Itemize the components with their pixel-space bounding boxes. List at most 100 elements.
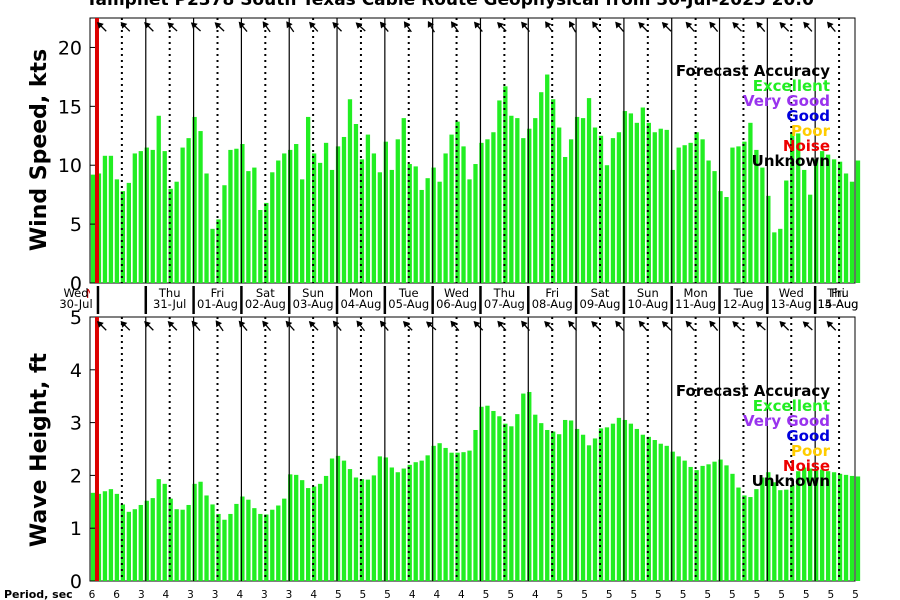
bar bbox=[616, 132, 622, 283]
direction-arrow-icon bbox=[309, 21, 319, 32]
bar bbox=[204, 495, 209, 581]
bar bbox=[108, 155, 114, 283]
bar bbox=[479, 142, 484, 283]
bar bbox=[455, 121, 460, 283]
direction-arrow-icon bbox=[120, 321, 131, 331]
bar bbox=[808, 468, 813, 581]
bar bbox=[628, 113, 634, 284]
date-label: 09-Aug bbox=[580, 297, 621, 311]
date-label: 12-Aug bbox=[723, 297, 764, 311]
bar bbox=[610, 138, 616, 283]
bar bbox=[825, 471, 831, 581]
bar bbox=[652, 132, 657, 283]
bar bbox=[479, 406, 484, 581]
bar bbox=[162, 151, 167, 283]
bar bbox=[461, 452, 466, 581]
y-tick-label: 0 bbox=[70, 571, 82, 593]
bar bbox=[712, 461, 717, 581]
period-value: 5 bbox=[384, 589, 391, 600]
bar bbox=[371, 475, 377, 581]
bar bbox=[831, 472, 837, 581]
bar bbox=[311, 153, 317, 283]
bar bbox=[819, 151, 825, 283]
bar bbox=[814, 469, 819, 581]
bar bbox=[413, 166, 418, 283]
direction-arrow-icon bbox=[426, 321, 437, 331]
period-value: 3 bbox=[187, 589, 194, 600]
direction-arrow-icon bbox=[732, 22, 743, 32]
date-label: 11-Aug bbox=[675, 297, 716, 311]
bar bbox=[114, 179, 120, 283]
bar bbox=[126, 182, 131, 283]
bar bbox=[228, 149, 233, 283]
bar bbox=[467, 450, 472, 581]
bar bbox=[562, 419, 568, 581]
period-value: 5 bbox=[581, 589, 588, 600]
wind-speed-panel: 0 5 10 15 20 Wind Speed, kts Forecast Accuracy… bbox=[27, 17, 861, 301]
bar bbox=[545, 74, 550, 283]
direction-arrow-icon bbox=[545, 21, 554, 33]
bar bbox=[730, 147, 735, 283]
bar bbox=[102, 491, 108, 581]
bar bbox=[437, 443, 442, 581]
bar bbox=[425, 455, 430, 581]
legend-item: Noise bbox=[783, 457, 830, 475]
bar bbox=[772, 232, 777, 283]
bar bbox=[688, 466, 693, 581]
bar bbox=[252, 508, 257, 581]
bar bbox=[90, 492, 96, 581]
bar bbox=[449, 134, 454, 283]
bar bbox=[377, 456, 383, 581]
day-of-week-label: Mon bbox=[684, 286, 708, 300]
direction-arrow-icon bbox=[497, 22, 507, 32]
period-value: 6 bbox=[89, 589, 96, 600]
direction-arrow-icon bbox=[285, 320, 295, 331]
direction-arrow-icon bbox=[214, 22, 225, 32]
period-value: 5 bbox=[680, 589, 687, 600]
bar bbox=[592, 127, 598, 283]
bar bbox=[198, 481, 203, 581]
bar bbox=[580, 434, 586, 581]
bar bbox=[401, 468, 406, 581]
legend-item: Very Good bbox=[743, 92, 830, 110]
day-of-week-label: Fri bbox=[545, 286, 559, 300]
bar bbox=[700, 139, 705, 283]
period-value: 5 bbox=[557, 589, 564, 600]
bar bbox=[736, 487, 741, 581]
bar bbox=[497, 100, 502, 283]
bar bbox=[509, 115, 514, 283]
bar bbox=[730, 473, 735, 581]
period-label: Period, sec bbox=[4, 588, 73, 600]
bar bbox=[341, 136, 347, 283]
direction-arrow-icon bbox=[379, 21, 389, 33]
bar bbox=[634, 428, 639, 581]
bar bbox=[210, 228, 215, 283]
period-value: 4 bbox=[433, 589, 440, 600]
direction-arrow-icon bbox=[262, 21, 271, 33]
bar bbox=[706, 464, 711, 581]
bar bbox=[694, 132, 699, 283]
bar bbox=[796, 471, 801, 581]
bar bbox=[766, 472, 771, 581]
bar bbox=[754, 149, 759, 283]
period-value: 5 bbox=[507, 589, 514, 600]
legend-item: Poor bbox=[791, 122, 831, 140]
day-of-week-label: Sat bbox=[256, 286, 275, 300]
direction-arrow-icon bbox=[332, 22, 343, 32]
bar bbox=[419, 189, 424, 283]
day-of-week-label: Fri bbox=[211, 286, 225, 300]
bar bbox=[634, 122, 639, 283]
bar bbox=[156, 115, 161, 283]
direction-arrow-icon bbox=[802, 321, 813, 331]
bar bbox=[670, 451, 675, 581]
bar bbox=[473, 429, 478, 581]
bar bbox=[766, 195, 771, 283]
bar bbox=[515, 414, 520, 581]
direction-arrow-icon bbox=[591, 321, 601, 331]
bar bbox=[335, 146, 341, 283]
direction-arrow-icon bbox=[544, 321, 554, 331]
direction-arrow-icon bbox=[190, 22, 201, 32]
day-of-week-label: Fri bbox=[831, 286, 845, 300]
bar bbox=[545, 429, 550, 581]
day-of-week-label: Wed bbox=[444, 286, 469, 300]
